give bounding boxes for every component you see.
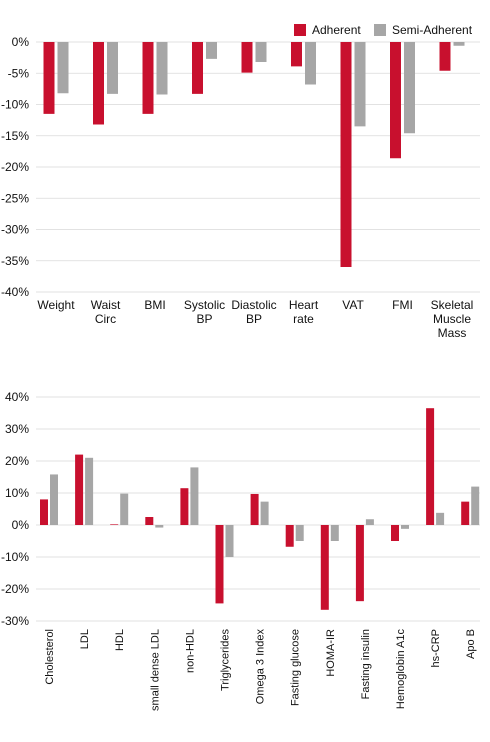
x-tick-label: Cholesterol (44, 629, 56, 685)
x-tick-label: hs-CRP (430, 629, 442, 668)
bar-semi-adherent (156, 42, 168, 95)
bar-semi-adherent (190, 467, 199, 525)
bar-semi-adherent (401, 525, 409, 529)
y-tick-label: 0% (12, 518, 30, 532)
x-tick-label: Hemoglobin A1c (395, 629, 407, 710)
x-tick-label: LDL (79, 629, 91, 649)
bar-adherent (241, 42, 253, 73)
bar-adherent (291, 42, 302, 67)
bar-adherent (142, 42, 154, 114)
y-tick-label: -40% (1, 285, 29, 299)
bar-adherent (320, 525, 329, 610)
bar-adherent (145, 517, 154, 525)
legend: Adherent Semi-Adherent (294, 23, 473, 37)
y-tick-label: -10% (1, 98, 29, 112)
x-tick-label: Fasting glucose (290, 629, 302, 706)
y-tick-label: -5% (8, 66, 30, 80)
bar-semi-adherent (225, 525, 234, 557)
bar-semi-adherent (354, 42, 366, 127)
y-tick-label: -30% (1, 614, 29, 628)
x-tick-label: non-HDL (184, 629, 196, 673)
bar-adherent (43, 42, 55, 114)
x-tick-label: Skeletal Muscle Mass (431, 298, 474, 340)
bar-semi-adherent (295, 525, 304, 541)
bar-semi-adherent (471, 486, 480, 525)
x-tick-label: FMI (392, 298, 413, 312)
bar-adherent (75, 454, 84, 525)
bar-semi-adherent (305, 42, 316, 85)
chart-1: 0% -5% -10% -15% -20% -25% -30% -35% -40% Weight W… (1, 35, 480, 340)
bar-semi-adherent (365, 519, 374, 525)
y-tick-label: -10% (1, 550, 29, 564)
bar-adherent (461, 501, 470, 525)
y-tick-label: -25% (1, 191, 29, 205)
x-tick-label: Triglycerides (220, 629, 232, 691)
y-tick-label: -20% (1, 582, 29, 596)
x-tick-label: Heart rate (289, 298, 319, 326)
bar-semi-adherent (155, 525, 164, 528)
legend-label: Semi-Adherent (392, 23, 473, 37)
bar-semi-adherent (255, 42, 267, 62)
legend-swatch (374, 24, 386, 36)
bar-adherent (180, 488, 189, 525)
bar-adherent (439, 42, 451, 71)
x-tick-label: Omega 3 Index (255, 629, 267, 705)
bar-adherent (93, 42, 104, 125)
x-tick-label: Waist Circ (91, 298, 121, 326)
bar-semi-adherent (50, 474, 58, 525)
x-tick-label: HOMA-IR (325, 629, 337, 677)
bar-adherent (215, 525, 224, 604)
bar-adherent (391, 525, 399, 541)
y-tick-label: -15% (1, 129, 29, 143)
bar-adherent (285, 525, 294, 547)
bar-adherent (40, 499, 48, 525)
bar-adherent (426, 408, 435, 525)
y-tick-label: -20% (1, 160, 29, 174)
x-tick-label: Apo B (465, 629, 477, 659)
legend-swatch (294, 24, 306, 36)
bar-adherent (192, 42, 203, 94)
x-tick-label: small dense LDL (149, 629, 161, 711)
y-tick-label: 20% (5, 454, 29, 468)
bar-adherent (390, 42, 401, 159)
legend-label: Adherent (312, 23, 361, 37)
x-tick-label: BMI (144, 298, 165, 312)
bar-adherent (355, 525, 364, 602)
y-tick-label: -30% (1, 223, 29, 237)
y-tick-label: 40% (5, 390, 29, 404)
x-tick-label: Systolic BP (184, 298, 225, 326)
bar-semi-adherent (85, 457, 94, 525)
y-tick-label: 10% (5, 486, 29, 500)
x-tick-label: VAT (342, 298, 364, 312)
bar-semi-adherent (206, 42, 217, 59)
bar-adherent (250, 493, 259, 525)
x-tick-label: Fasting insulin (360, 629, 372, 699)
x-tick-label: Diastolic BP (231, 298, 276, 326)
bar-semi-adherent (453, 42, 465, 46)
bar-semi-adherent (107, 42, 118, 94)
bar-adherent (340, 42, 352, 267)
y-tick-label: 30% (5, 422, 29, 436)
x-tick-label: Weight (37, 298, 75, 312)
y-tick-label: 0% (12, 35, 30, 49)
bar-adherent (110, 524, 119, 525)
chart-2: 40% 30% 20% 10% 0% -10% -20% -30% Cholesterol LDL… (1, 390, 480, 711)
bar-semi-adherent (57, 42, 69, 94)
bar-semi-adherent (436, 512, 445, 525)
bar-semi-adherent (120, 493, 129, 525)
bar-semi-adherent (260, 501, 269, 525)
y-tick-label: -35% (1, 254, 29, 268)
bar-semi-adherent (330, 525, 339, 541)
bar-semi-adherent (404, 42, 415, 134)
x-tick-label: HDL (114, 629, 126, 651)
